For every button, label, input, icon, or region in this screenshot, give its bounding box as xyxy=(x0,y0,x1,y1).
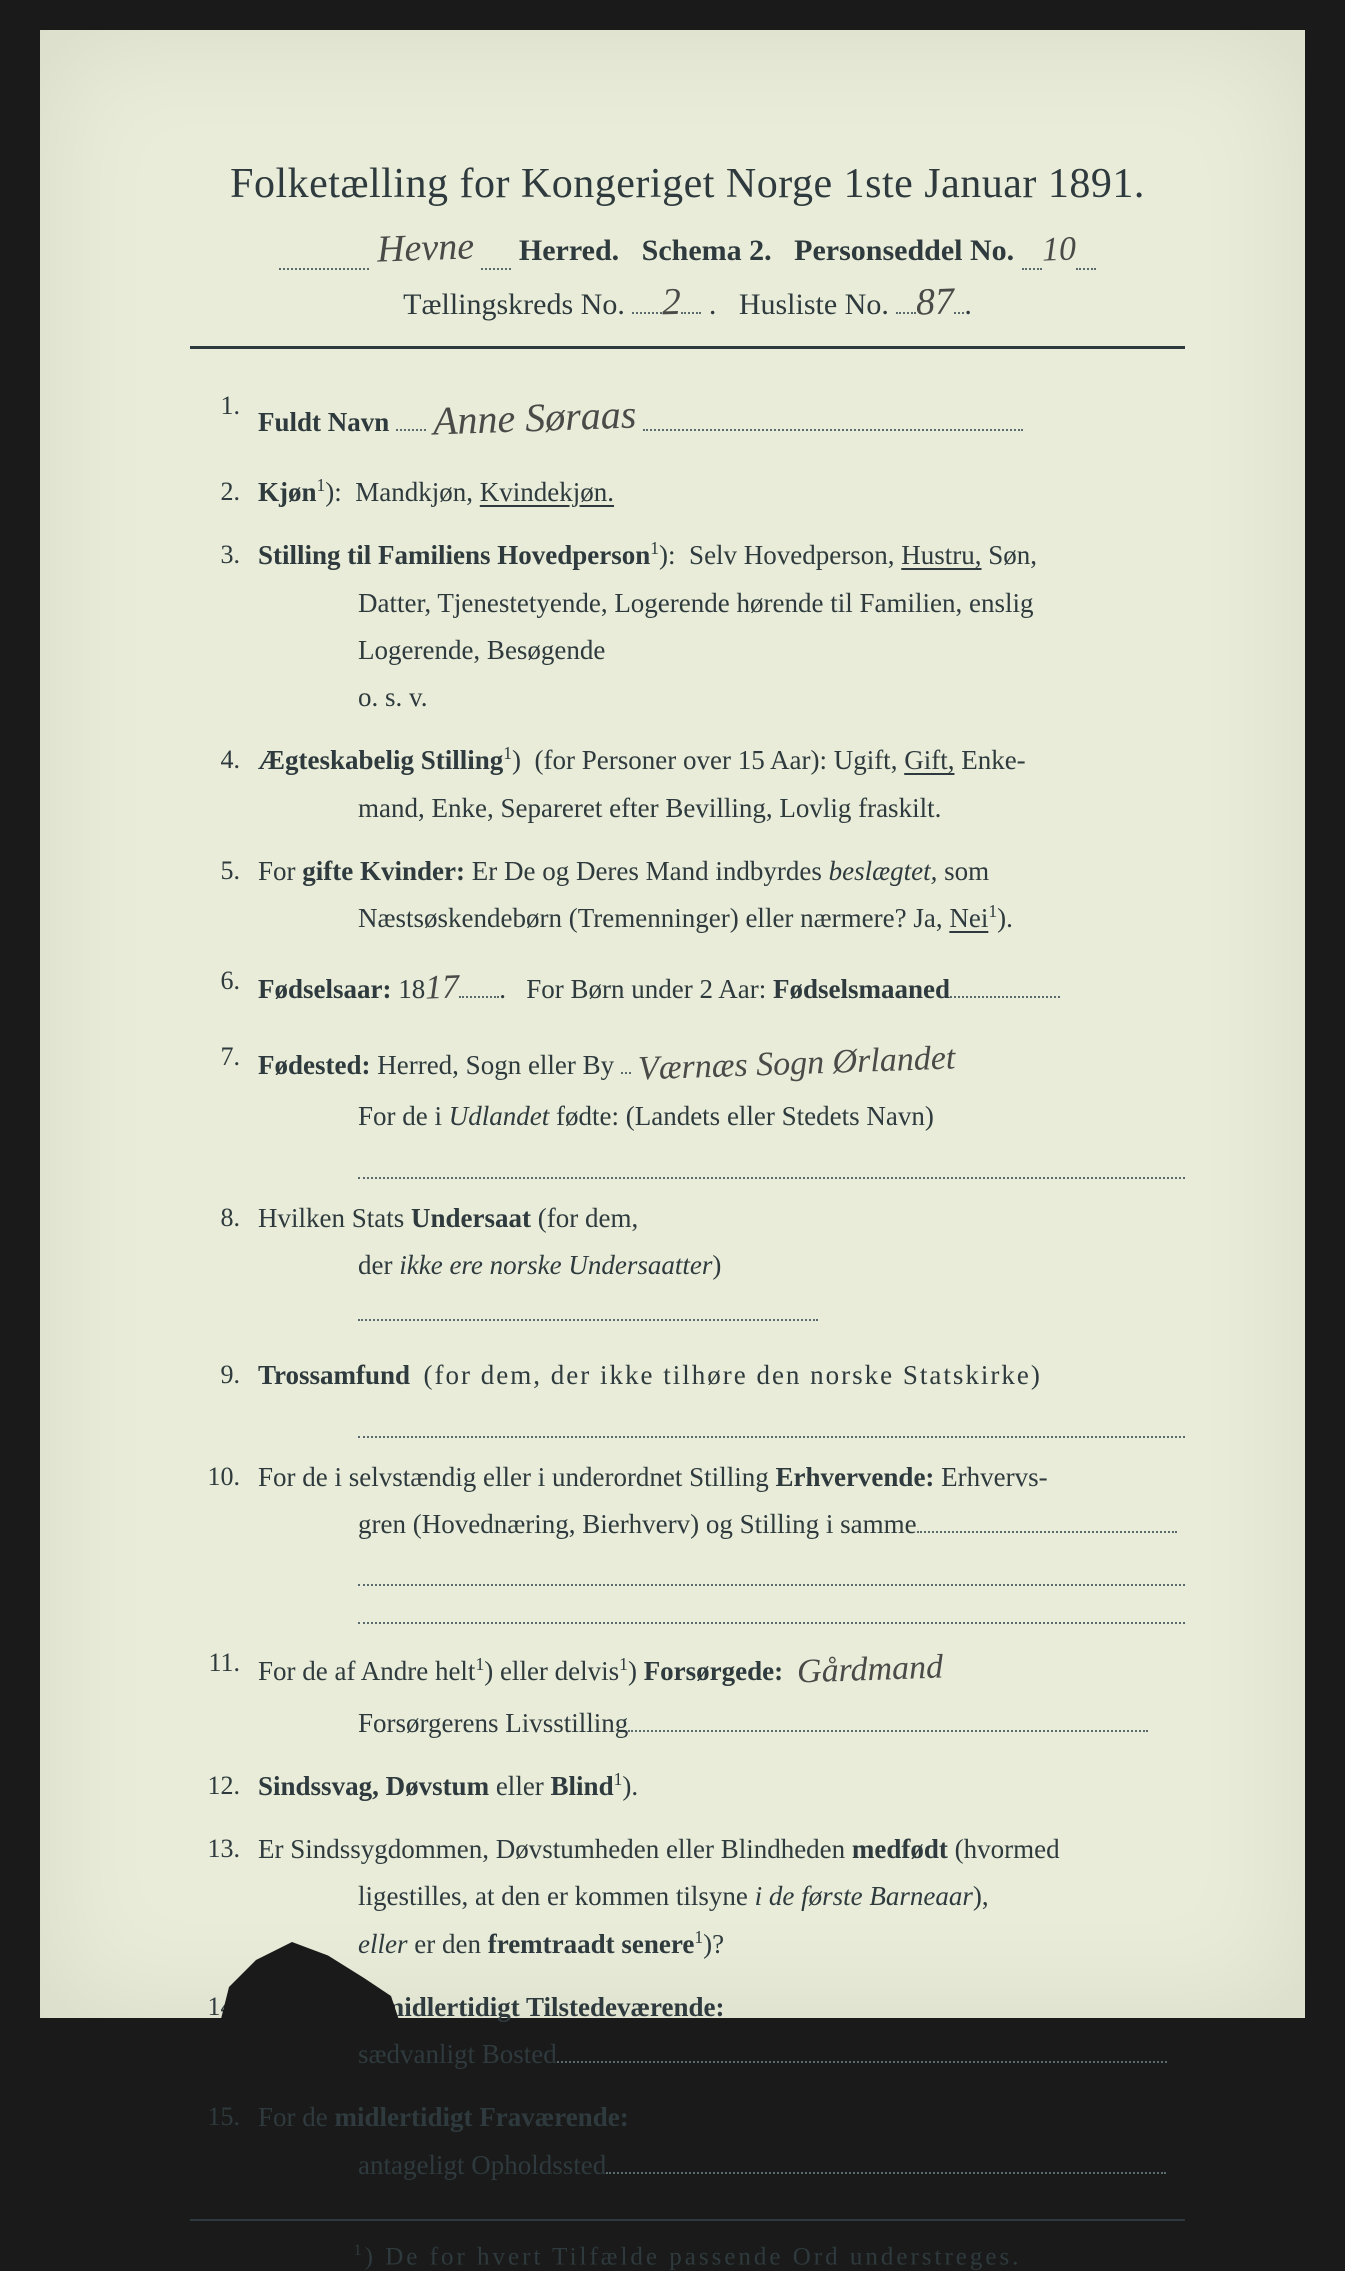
footnote: 1) De for hvert Tilfælde passende Ord un… xyxy=(190,2241,1185,2271)
personseddel-label: Personseddel No. xyxy=(794,234,1014,267)
footnote-text: De for hvert Tilfælde passende Ord under… xyxy=(385,2243,1021,2270)
f10-label: Erhvervende: xyxy=(775,1462,934,1492)
f7-label: Fødested: xyxy=(258,1050,370,1080)
f7-blank-line xyxy=(358,1147,1185,1179)
field-4: 4. Ægteskabelig Stilling1) (for Personer… xyxy=(190,737,1185,832)
f4-selected: Gift, xyxy=(904,745,954,775)
f11-label: Forsørgede: xyxy=(644,1656,783,1686)
f13-label: medfødt xyxy=(852,1834,948,1864)
census-form-page: Folketælling for Kongeriget Norge 1ste J… xyxy=(40,30,1305,2018)
header-row-kreds: Tællingskreds No. 2 . Husliste No. 87. xyxy=(190,280,1185,324)
f2-opt-male: Mandkjøn, xyxy=(355,477,473,507)
field-10: 10. For de i selvstændig eller i underor… xyxy=(190,1454,1185,1625)
f12-label: Sindssvag, Døvstum xyxy=(258,1771,489,1801)
f6-label: Fødselsaar: xyxy=(258,974,391,1004)
kreds-no: 2 xyxy=(662,280,683,325)
schema-label: Schema 2. xyxy=(642,234,772,267)
field-13: 13. Er Sindssygdommen, Døvstumheden elle… xyxy=(190,1826,1185,1968)
field-11: 11. For de af Andre helt1) eller delvis1… xyxy=(190,1640,1185,1747)
field-2: 2. Kjøn1): Mandkjøn, Kvindekjøn. xyxy=(190,469,1185,516)
f14-label: midlertidigt Tilstedeværende: xyxy=(382,1992,725,2022)
f2-opt-female: Kvindekjøn. xyxy=(480,477,614,507)
field-7: 7. Fødested: Herred, Sogn eller By Værnæ… xyxy=(190,1034,1185,1179)
f10-blank-2 xyxy=(358,1592,1185,1624)
herred-label: Herred. xyxy=(519,234,619,267)
field-9: 9. Trossamfund (for dem, der ikke tilhør… xyxy=(190,1352,1185,1437)
husliste-no: 87 xyxy=(916,279,956,324)
field-3: 3. Stilling til Familiens Hovedperson1):… xyxy=(190,532,1185,721)
f2-label: Kjøn xyxy=(258,477,317,507)
field-12: 12. Sindssvag, Døvstum eller Blind1). xyxy=(190,1763,1185,1810)
field-8: 8. Hvilken Stats Undersaat (for dem, der… xyxy=(190,1195,1185,1337)
f7-value: Værnæs Sogn Ørlandet xyxy=(637,1028,956,1099)
f5-label: gifte Kvinder: xyxy=(302,856,465,886)
divider-bottom xyxy=(190,2219,1185,2221)
f9-blank-line xyxy=(358,1406,1185,1438)
herred-handwritten: Hevne xyxy=(376,224,475,271)
field-15: 15. For de midlertidigt Fraværende: anta… xyxy=(190,2094,1185,2189)
header-row-herred: Hevne Herred. Schema 2. Personseddel No.… xyxy=(190,226,1185,270)
f3-selected: Hustru, xyxy=(901,540,981,570)
f10-blank-1 xyxy=(358,1554,1185,1586)
page-title: Folketælling for Kongeriget Norge 1ste J… xyxy=(190,160,1185,208)
divider-top xyxy=(190,346,1185,349)
field-5: 5. For gifte Kvinder: Er De og Deres Man… xyxy=(190,848,1185,943)
f8-label: Undersaat xyxy=(411,1203,531,1233)
personseddel-no: 10 xyxy=(1041,230,1076,269)
f11-value: Gårdmand xyxy=(796,1637,944,1702)
f6-label2: Fødselsmaaned xyxy=(773,974,950,1004)
f6-year: 17 xyxy=(424,958,460,1019)
kreds-label: Tællingskreds No. xyxy=(403,288,625,321)
f1-label: Fuldt Navn xyxy=(258,407,389,437)
f15-label: midlertidigt Fraværende: xyxy=(335,2102,629,2132)
f9-label: Trossamfund xyxy=(258,1360,410,1390)
field-1: 1. Fuldt Navn Anne Søraas xyxy=(190,383,1185,453)
f4-label: Ægteskabelig Stilling xyxy=(258,745,503,775)
field-6: 6. Fødselsaar: 1817. For Børn under 2 Aa… xyxy=(190,958,1185,1018)
f5-selected: Nei xyxy=(949,903,988,933)
field-list: 1. Fuldt Navn Anne Søraas 2. Kjøn1): Man… xyxy=(190,383,1185,2189)
f3-label: Stilling til Familiens Hovedperson xyxy=(258,540,650,570)
husliste-label: Husliste No. xyxy=(739,288,889,321)
f1-value: Anne Søraas xyxy=(432,379,638,456)
